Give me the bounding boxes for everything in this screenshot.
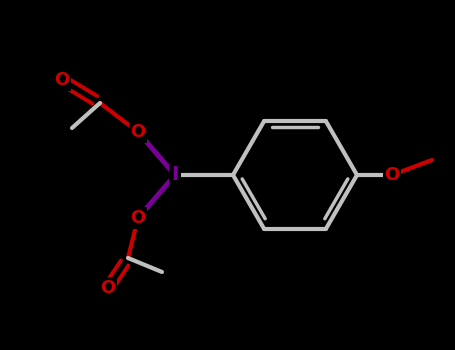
Text: O: O [101, 279, 116, 297]
Text: O: O [384, 166, 399, 184]
Text: O: O [131, 209, 146, 227]
Text: O: O [131, 123, 146, 141]
Text: O: O [55, 71, 70, 89]
Text: I: I [172, 166, 178, 184]
